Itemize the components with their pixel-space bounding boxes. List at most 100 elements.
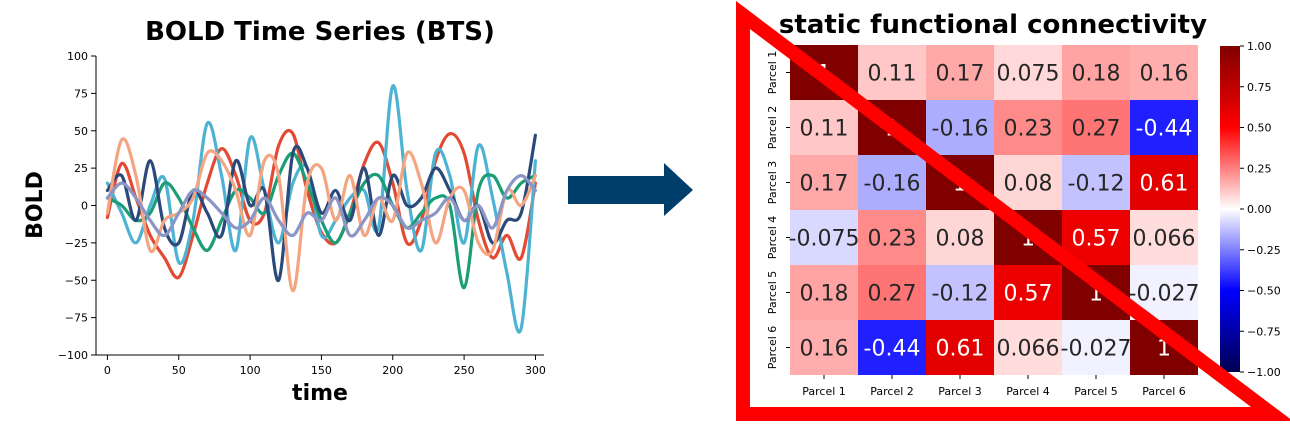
row-label: Parcel 4 (766, 216, 779, 260)
heatmap-cell-label: 0.17 (936, 62, 985, 87)
x-ticks: 0 50 100 150 200 250 300 (104, 355, 546, 377)
colorbar-tick-label: 0.00 (1247, 203, 1272, 216)
y-tick-label: −25 (65, 237, 88, 250)
heatmap-cell-label: 0.066 (1133, 227, 1196, 252)
heatmap-cell-label: -0.44 (864, 337, 921, 362)
x-tick-label: 150 (311, 364, 332, 377)
y-tick-label: −100 (58, 349, 88, 362)
row-label: Parcel 5 (766, 271, 779, 315)
heatmap-cell-label: 0.61 (936, 337, 985, 362)
heatmap-cell (1062, 100, 1130, 155)
heatmap-cell (926, 45, 994, 100)
heatmap-cell (994, 265, 1062, 320)
heatmap-cell (1130, 45, 1198, 100)
heatmap-cell (858, 320, 926, 375)
heatmap-cell-label: -0.027 (1061, 337, 1132, 362)
y-tick-label: 100 (67, 50, 88, 63)
x-tick-label: 100 (240, 364, 261, 377)
colorbar-tick-label: 0.50 (1247, 122, 1272, 135)
heatmap-cell (994, 155, 1062, 210)
colorbar-tick-label: 0.75 (1247, 81, 1272, 94)
heatmap-cell-label: 0.08 (936, 227, 985, 252)
bold-line-chart: BOLD Time Series (BTS) time BOLD 0 50 100 1… (23, 17, 546, 406)
x-axis-label: time (292, 381, 348, 406)
heatmap-cell-label: 0.11 (800, 117, 849, 142)
heatmap-cell (994, 320, 1062, 375)
heatmap-cell (790, 320, 858, 375)
series-line-3 (105, 151, 537, 290)
colorbar-tick-label: 1.00 (1247, 40, 1272, 53)
connectivity-heatmap: static functional connectivity 1 0.11 0.17… (736, 0, 1290, 421)
y-tick-label: 25 (74, 162, 88, 175)
heatmap-cell-label: 0.075 (997, 62, 1060, 87)
heatmap-cell (926, 210, 994, 265)
x-tick-label: 200 (382, 364, 403, 377)
heatmap-cell-label: 0.27 (868, 282, 917, 307)
heatmap-cell (790, 265, 858, 320)
heatmap-cell-label: 0.08 (1004, 172, 1053, 197)
colorbar-tick-label: −0.25 (1247, 244, 1281, 257)
col-label: Parcel 2 (870, 385, 914, 398)
y-tick-label: −50 (65, 274, 88, 287)
col-label: Parcel 4 (1006, 385, 1050, 398)
row-label: Parcel 1 (766, 51, 779, 95)
y-tick-label: 50 (74, 125, 88, 138)
heatmap-cell (858, 210, 926, 265)
line-chart-title: BOLD Time Series (BTS) (145, 17, 495, 47)
x-tick-label: 250 (454, 364, 475, 377)
colorbar-tick-label: −0.50 (1247, 285, 1281, 298)
col-label: Parcel 3 (938, 385, 982, 398)
heatmap-cell (994, 100, 1062, 155)
heatmap-col-labels: Parcel 1 Parcel 2 Parcel 3 Parcel 4 Parcel 5… (802, 375, 1186, 398)
heatmap-cell-label: 0.16 (800, 337, 849, 362)
heatmap-cell-label: 0.17 (800, 172, 849, 197)
x-tick-label: 50 (172, 364, 186, 377)
right-arrow-icon (568, 163, 693, 216)
y-tick-label: −75 (65, 312, 88, 325)
heatmap-cell-label: 0.57 (1004, 282, 1053, 307)
heatmap-cell (1130, 210, 1198, 265)
col-label: Parcel 1 (802, 385, 846, 398)
heatmap-cell (858, 265, 926, 320)
heatmap-cell-label: 0.23 (1004, 117, 1053, 142)
heatmap-cell-label: 0.11 (868, 62, 917, 87)
colorbar-ticks: 1.00 0.75 0.50 0.25 0.00 −0.25 −0.50 −0.75 −1.00 (1240, 40, 1281, 379)
heatmap-cell-label: -0.027 (1129, 282, 1200, 307)
colorbar-tick-label: 0.25 (1247, 162, 1272, 175)
heatmap-cells: 1 0.11 0.17 0.075 0.18 0.160.11 1 -0.16 0.23 0.27… (789, 45, 1200, 375)
heatmap-cell (926, 320, 994, 375)
heatmap-cell-label: 0.23 (868, 227, 917, 252)
heatmap-cell (994, 45, 1062, 100)
col-label: Parcel 5 (1074, 385, 1118, 398)
heatmap-cell-label: -0.16 (932, 117, 989, 142)
row-label: Parcel 6 (766, 326, 779, 370)
heatmap-cell-label: -0.075 (789, 227, 860, 252)
colorbar-gradient (1220, 46, 1240, 372)
heatmap-cell-label: 0.16 (1140, 62, 1189, 87)
col-label: Parcel 6 (1142, 385, 1186, 398)
heatmap-cell-label: -0.12 (1068, 172, 1125, 197)
heatmap-cell-label: 0.18 (800, 282, 849, 307)
heatmap-cell-label: 0.61 (1140, 172, 1189, 197)
x-tick-label: 300 (525, 364, 546, 377)
y-axis-label: BOLD (23, 171, 48, 239)
y-tick-label: 75 (74, 87, 88, 100)
heatmap-cell (926, 100, 994, 155)
red-triangle-overlay (736, 0, 1290, 421)
heatmap-cell-label: 0.27 (1072, 117, 1121, 142)
heatmap-cell (1130, 100, 1198, 155)
x-tick-label: 0 (104, 364, 111, 377)
heatmap-cell (858, 155, 926, 210)
heatmap-cell (1062, 155, 1130, 210)
heatmap-cell (790, 155, 858, 210)
heatmap-cell-label: -0.44 (1136, 117, 1193, 142)
heatmap-cell-label: 0.57 (1072, 227, 1121, 252)
heatmap-cell (858, 45, 926, 100)
row-label: Parcel 2 (766, 106, 779, 150)
heatmap-title: static functional connectivity (779, 10, 1207, 40)
series-line-6 (105, 174, 537, 238)
heatmap-cell (790, 210, 858, 265)
heatmap-cell-label: 0.18 (1072, 62, 1121, 87)
colorbar: 1.00 0.75 0.50 0.25 0.00 −0.25 −0.50 −0.75 −1.00 (1220, 40, 1281, 379)
